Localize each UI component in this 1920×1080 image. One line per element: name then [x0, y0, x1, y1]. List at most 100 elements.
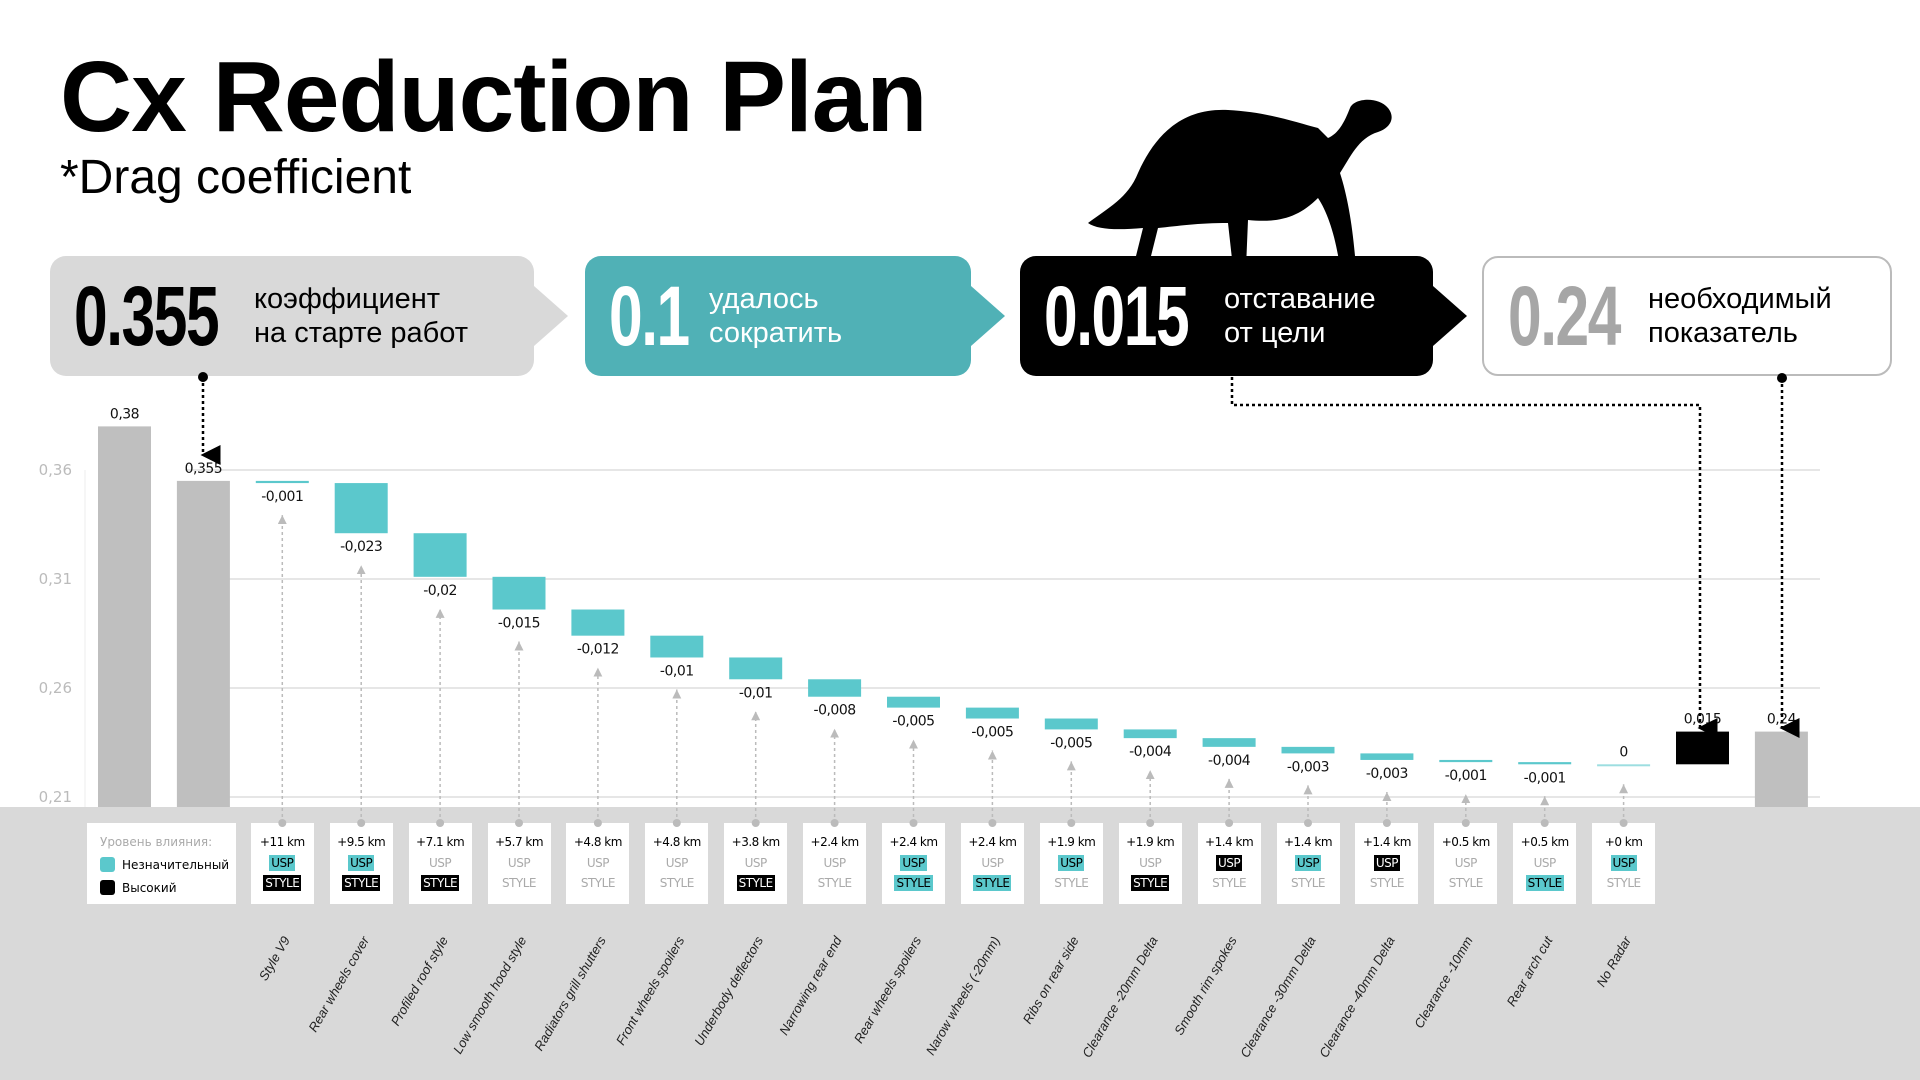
summary-value: 0.24 [1508, 268, 1621, 363]
arrow-right-icon [1433, 286, 1467, 346]
gap-bar [1676, 731, 1729, 765]
step-bar [255, 480, 309, 484]
style-tag: STYLE [1290, 876, 1326, 890]
step-card: +1.9 km USP STYLE [1118, 823, 1182, 904]
style-tag: STYLE [1054, 876, 1089, 890]
data-label: -0,023 [340, 539, 382, 555]
step-bar [1044, 718, 1098, 730]
target-bar [1754, 731, 1808, 807]
step-bar [1439, 759, 1493, 763]
usp-tag: USP [269, 855, 296, 871]
step-bar [334, 483, 388, 534]
data-label: -0,004 [1208, 753, 1251, 769]
usp-tag: USP [1454, 856, 1478, 870]
range-gain: +2.4 km [889, 835, 938, 849]
usp-tag: USP [348, 855, 375, 871]
range-gain: +11 km [259, 835, 305, 849]
style-tag: STYLE [263, 875, 302, 891]
summary-label: показатель [1648, 317, 1798, 349]
step-bar [650, 635, 704, 658]
step-card: +11 km USP STYLE [250, 823, 314, 904]
summary-label: от цели [1224, 317, 1326, 349]
step-card: +2.4 km USP STYLE [960, 823, 1024, 904]
style-tag: STYLE [501, 876, 537, 890]
arrow-right-icon [971, 286, 1005, 346]
step-card: +4.8 km USP STYLE [645, 823, 709, 904]
data-label: 0 [1619, 744, 1627, 760]
connector-dot [830, 819, 839, 827]
style-tag: STYLE [421, 875, 460, 891]
legend-title: Уровень влияния: [100, 835, 213, 849]
data-label: -0,015 [498, 616, 540, 632]
step-card: +7.1 km USP STYLE [408, 823, 472, 904]
page-subtitle: *Drag coefficient [60, 151, 412, 204]
connector-dot [988, 819, 997, 827]
range-gain: +0 km [1604, 835, 1643, 849]
range-gain: +1.4 km [1362, 835, 1412, 849]
data-label: -0,001 [1445, 768, 1487, 784]
usp-tag: USP [665, 856, 689, 870]
connector-dot [278, 819, 287, 827]
range-gain: +1.4 km [1205, 835, 1254, 849]
connector-dot [751, 819, 760, 827]
step-card: +4.8 km USP STYLE [566, 823, 630, 904]
step-bar [492, 576, 546, 610]
range-gain: +5.7 km [494, 835, 544, 849]
page-title: Cx Reduction Plan [60, 41, 927, 153]
step-bar [1597, 764, 1651, 767]
style-tag: STYLE [1525, 875, 1564, 891]
usp-tag: USP [1294, 855, 1322, 871]
connector-dot [357, 819, 366, 827]
step-card: +1.4 km USP STYLE [1276, 823, 1340, 904]
style-tag: STYLE [1448, 876, 1484, 890]
step-bar [1360, 753, 1414, 760]
data-label: 0,38 [110, 406, 139, 422]
summary-reduced: 0.1 удалось сократить [585, 256, 1005, 376]
step-card: +0 km USP STYLE [1592, 823, 1656, 904]
style-tag: STYLE [817, 876, 853, 890]
data-label: -0,001 [261, 489, 303, 505]
range-gain: +2.4 km [968, 835, 1017, 849]
step-bar [413, 533, 467, 577]
connector-dot [1461, 819, 1470, 827]
usp-tag: USP [1216, 855, 1243, 871]
summary-start-coefficient: 0.355 коэффициент на старте работ [50, 256, 568, 376]
step-bar [1202, 738, 1256, 747]
style-tag: STYLE [736, 875, 775, 891]
start-bar [98, 426, 151, 807]
step-bar [808, 679, 862, 697]
connector-dot [1146, 819, 1155, 827]
step-bar [965, 707, 1019, 719]
summary-target: 0.24 необходимый показатель [1482, 256, 1892, 376]
step-bar [1518, 762, 1572, 765]
data-label: 0,015 [1684, 712, 1722, 728]
style-tag: STYLE [894, 875, 933, 891]
style-tag: STYLE [1131, 875, 1170, 891]
style-tag: STYLE [580, 876, 616, 890]
range-gain: +1.9 km [1126, 835, 1175, 849]
summary-gap: 0.015 отставание от цели [1020, 256, 1467, 376]
data-label: -0,003 [1287, 759, 1329, 775]
y-tick-label: 0,31 [39, 570, 72, 588]
usp-tag: USP [1058, 855, 1085, 871]
step-bar [887, 696, 940, 708]
summary-label: сократить [709, 317, 843, 349]
connector-dot [593, 819, 602, 827]
summary-label: отставание [1224, 283, 1376, 315]
legend-swatch-low [100, 857, 115, 872]
arrow-right-icon [534, 286, 568, 346]
connector-dot [1304, 819, 1312, 827]
connector-dot [1382, 819, 1391, 827]
data-label: 0,355 [185, 461, 223, 477]
usp-tag: USP [586, 856, 610, 870]
usp-tag: USP [744, 856, 768, 870]
connector-dot [1540, 819, 1549, 827]
data-label: -0,005 [892, 714, 934, 730]
range-gain: +0.5 km [1441, 835, 1491, 849]
range-gain: +9.5 km [337, 835, 386, 849]
summary-label: необходимый [1648, 283, 1832, 315]
y-tick-label: 0,26 [39, 679, 72, 697]
connector-dot [909, 819, 918, 827]
step-card: +1.4 km USP STYLE [1355, 823, 1419, 904]
range-gain: +4.8 km [652, 835, 702, 849]
